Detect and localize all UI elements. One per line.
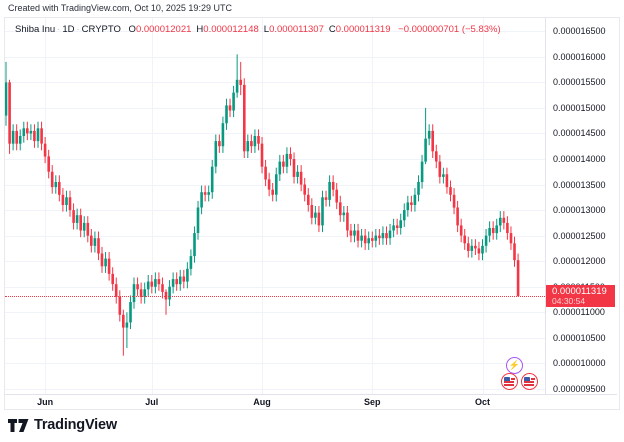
price-tick-label: 0.000016500	[553, 26, 606, 37]
price-tick-label: 0.000009500	[553, 383, 606, 394]
ohlc-value-L: 0.000011307	[269, 24, 324, 35]
ohlc-key-O: O	[128, 24, 136, 35]
price-tick-label: 0.000014000	[553, 154, 606, 164]
price-tick-label: 0.000013000	[553, 205, 606, 216]
price-tick-label: 0.000013500	[553, 179, 606, 190]
price-tick-label: 0.000016000	[553, 51, 606, 62]
gridline-horizontal	[5, 31, 545, 33]
time-axis[interactable]: Jun Jul Aug Sep Oct	[5, 394, 617, 409]
gridline-horizontal	[5, 133, 545, 135]
month-label-aug[interactable]: Aug	[253, 397, 271, 407]
price-tick-label: 0.000012000	[553, 256, 606, 267]
gridline-horizontal	[5, 235, 545, 237]
attribution-text: Created with TradingView.com, Oct 10, 20…	[8, 3, 232, 13]
price-tick-label: 0.000015000	[553, 102, 606, 113]
gridline-horizontal	[5, 388, 545, 390]
gridline-vertical	[482, 18, 484, 394]
change-value: −0.000000701 (−5.83%)	[398, 24, 501, 35]
price-tick-label: 0.000014500	[553, 128, 606, 139]
ohlc-key-L: L	[263, 24, 270, 35]
symbol-name[interactable]: Shiba Inu	[15, 24, 56, 35]
gridline-horizontal	[5, 363, 545, 365]
candlestick-plot-area[interactable]: ⚡	[5, 18, 545, 394]
month-label-sep[interactable]: Sep	[364, 397, 381, 407]
symbol-legend[interactable]: Shiba Inu · 1D · CRYPTO O0.000012021 H0.00001…	[15, 24, 501, 35]
exchange-label: CRYPTO	[81, 24, 121, 35]
price-tick-label: 0.000010000	[553, 358, 606, 369]
interval-label[interactable]: 1D	[62, 24, 75, 35]
gridline-horizontal	[5, 337, 545, 339]
month-label-jun[interactable]: Jun	[37, 397, 54, 407]
ohlc-values: O0.000012021 H0.000012148 L0.000011307 C0.0…	[124, 24, 391, 35]
current-price-value: 0.000011319	[552, 286, 607, 297]
gridline-horizontal	[5, 56, 545, 58]
gridline-horizontal	[5, 159, 545, 160]
gridline-vertical	[262, 18, 264, 394]
ohlc-value-O: 0.000012021	[135, 24, 192, 35]
flag-event-icon[interactable]	[501, 373, 518, 390]
candlestick-series	[5, 54, 520, 356]
price-axis[interactable]: 0.000016500 0.000016000 0.000015500 0.00001…	[545, 18, 618, 394]
tradingview-logo[interactable]: TradingView	[8, 417, 117, 433]
gridline-horizontal	[5, 312, 545, 314]
price-tick-label: 0.000012500	[553, 230, 606, 241]
current-price-line	[5, 296, 545, 297]
price-tick-label: 0.000011000	[553, 307, 605, 318]
price-tick-label: 0.000015500	[553, 77, 606, 88]
current-price-label: 0.000011319 04:30:54	[546, 285, 615, 307]
flag-canton	[504, 377, 510, 382]
gridline-vertical	[151, 18, 153, 394]
chart-widget: ⚡ 0.000016500 0.000016000 0.000015500 0.000…	[4, 17, 620, 410]
gridline-horizontal	[5, 82, 545, 84]
tradingview-logo-icon	[8, 418, 29, 432]
gridline-horizontal	[5, 261, 545, 263]
gridline-horizontal	[5, 286, 545, 288]
lightning-glyph: ⚡	[508, 360, 521, 370]
ohlc-value-H: 0.000012148	[203, 24, 259, 35]
month-label-jul[interactable]: Jul	[145, 397, 159, 407]
gridline-horizontal	[5, 210, 545, 212]
lightning-event-icon[interactable]: ⚡	[506, 357, 523, 374]
flag-event-icon[interactable]	[521, 373, 538, 390]
countdown-timer: 04:30:54	[552, 296, 586, 306]
ohlc-key-H: H	[196, 24, 204, 35]
gridline-vertical	[45, 18, 47, 394]
month-label-oct[interactable]: Oct	[474, 397, 490, 407]
flag-canton	[524, 377, 530, 382]
gridline-vertical	[372, 18, 374, 394]
gridline-horizontal	[5, 107, 545, 109]
tradingview-logo-text: TradingView	[34, 417, 117, 433]
price-tick-label: 0.000010500	[553, 332, 606, 343]
ohlc-value-C: 0.000011319	[335, 24, 391, 35]
ohlc-key-C: C	[328, 24, 336, 35]
